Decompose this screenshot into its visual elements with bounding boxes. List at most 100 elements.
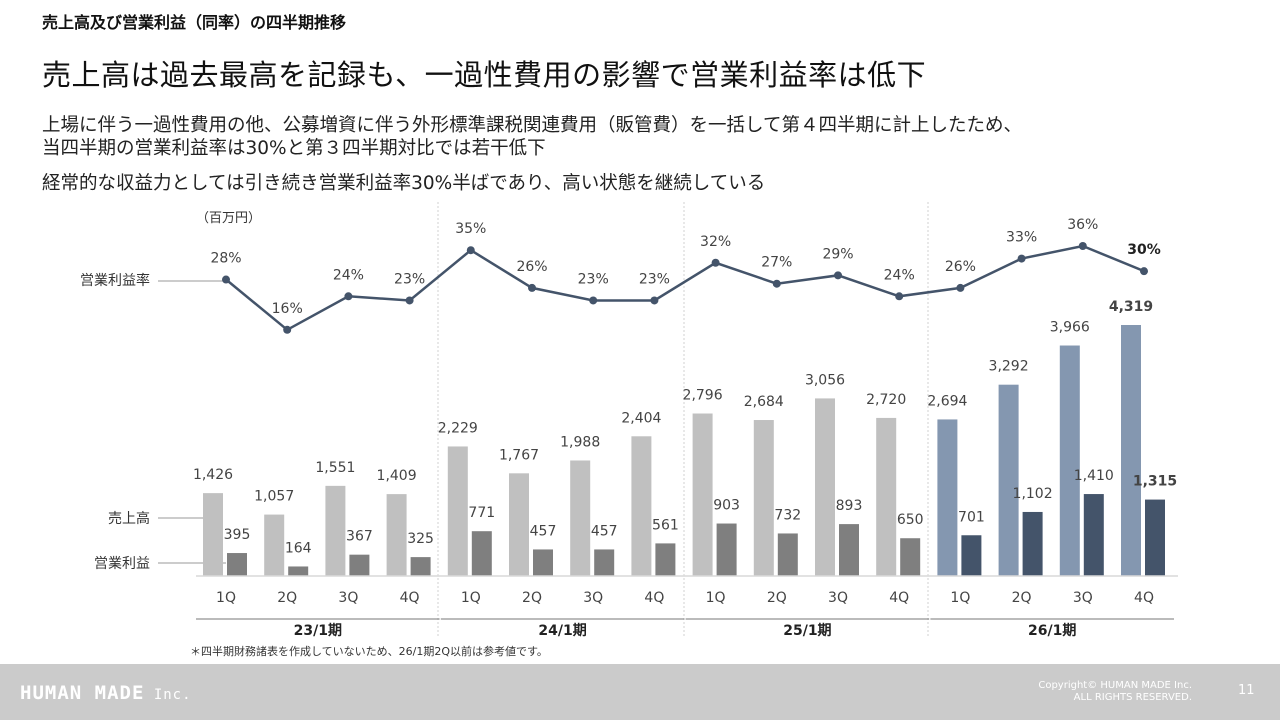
op-bar xyxy=(410,557,431,576)
sales-label: 2,229 xyxy=(438,420,478,436)
op-label: 457 xyxy=(591,523,618,539)
sales-label: 1,551 xyxy=(315,460,355,476)
quarter-tick: 4Q xyxy=(644,590,664,606)
sales-bar xyxy=(1121,325,1141,576)
op-label: 893 xyxy=(836,498,863,514)
quarterly-chart: （百万円） 営業利益率 売上高 営業利益 1,426 395 1Q 1,057 164 2Q 1,5… xyxy=(0,195,1280,665)
copyright-line-2: ALL RIGHTS RESERVED. xyxy=(1073,692,1192,703)
op-label: 457 xyxy=(530,523,557,539)
sales-label: 4,319 xyxy=(1109,299,1153,315)
op-bar xyxy=(533,549,553,576)
margin-label: 35% xyxy=(455,221,486,237)
op-label: 367 xyxy=(346,529,373,545)
quarter-tick: 1Q xyxy=(216,590,236,606)
margin-label: 24% xyxy=(333,267,364,283)
op-label: 164 xyxy=(285,540,312,556)
quarter-tick: 2Q xyxy=(522,590,542,606)
op-bar xyxy=(961,535,982,576)
body-line-3: 経常的な収益力としては引き続き営業利益率30%半ばであり、高い状態を継続している xyxy=(42,173,766,194)
margin-point xyxy=(1017,254,1026,263)
sales-bar xyxy=(937,419,958,576)
op-label: 395 xyxy=(224,527,251,543)
margin-label: 29% xyxy=(822,246,853,262)
section-kicker: 売上高及び営業利益（同率）の四半期推移 xyxy=(42,13,347,32)
op-label: 771 xyxy=(468,505,495,521)
copyright-line-1: Copyright© HUMAN MADE Inc. xyxy=(1038,680,1192,691)
sales-bar xyxy=(509,473,529,576)
margin-point xyxy=(895,292,904,301)
sales-label: 1,057 xyxy=(254,489,294,505)
sales-label: 1,409 xyxy=(377,468,417,484)
company-logo: HUMAN MADE Inc. xyxy=(20,682,192,704)
margin-label: 16% xyxy=(272,301,303,317)
op-label: 1,410 xyxy=(1074,468,1114,484)
sales-label: 1,767 xyxy=(499,447,539,463)
margin-line xyxy=(225,244,1145,332)
quarter-tick: 3Q xyxy=(583,590,603,606)
sales-label: 3,056 xyxy=(805,372,845,388)
op-label: 1,315 xyxy=(1133,474,1177,490)
op-bar xyxy=(227,553,247,576)
sales-label: 1,988 xyxy=(560,434,600,450)
sales-bar xyxy=(570,460,591,576)
margin-point xyxy=(222,275,230,284)
quarter-tick: 3Q xyxy=(828,590,848,606)
margin-label: 28% xyxy=(210,251,241,267)
quarter-tick: 4Q xyxy=(1134,590,1154,606)
margin-point xyxy=(405,296,414,305)
margin-point xyxy=(528,283,536,292)
margin-label: 26% xyxy=(945,259,976,275)
margin-label: 30% xyxy=(1127,242,1161,258)
sales-bar xyxy=(631,436,652,576)
fiscal-year-label: 26/1期 xyxy=(1028,623,1076,639)
op-label: 650 xyxy=(897,512,924,528)
op-label: 701 xyxy=(958,509,985,525)
page-title: 売上高は過去最高を記録も、一過性費用の影響で営業利益率は低下 xyxy=(42,58,927,92)
logo-suffix: Inc. xyxy=(144,687,192,703)
margin-point xyxy=(344,292,353,301)
margin-label: 24% xyxy=(884,267,915,283)
sales-bar xyxy=(1059,345,1080,576)
copyright: Copyright© HUMAN MADE Inc. ALL RIGHTS RE… xyxy=(1020,680,1192,704)
margin-point xyxy=(834,271,842,280)
quarter-tick: 2Q xyxy=(277,590,297,606)
sales-bar xyxy=(203,493,223,576)
sales-label: 2,694 xyxy=(927,393,967,409)
margin-label: 32% xyxy=(700,234,731,250)
margin-point xyxy=(711,258,720,267)
sales-bar xyxy=(447,446,468,576)
op-bar xyxy=(349,554,370,576)
margin-point xyxy=(466,246,475,255)
op-label: 1,102 xyxy=(1013,486,1053,502)
unit-label: （百万円） xyxy=(196,211,261,226)
margin-label: 36% xyxy=(1067,217,1098,233)
sales-label: 2,720 xyxy=(866,392,906,408)
quarter-tick: 2Q xyxy=(767,590,787,606)
quarter-tick: 4Q xyxy=(400,590,420,606)
page-number: 11 xyxy=(1238,683,1255,698)
sales-bar xyxy=(264,514,285,576)
quarter-tick: 1Q xyxy=(461,590,481,606)
footer-bar: HUMAN MADE Inc. Copyright© HUMAN MADE In… xyxy=(0,664,1280,720)
op-bar xyxy=(655,543,676,576)
sales-bar xyxy=(692,413,713,576)
sales-label: 3,292 xyxy=(989,359,1029,375)
fiscal-year-label: 25/1期 xyxy=(783,623,831,639)
quarter-tick: 4Q xyxy=(889,590,909,606)
op-bar xyxy=(594,549,615,576)
op-bar xyxy=(471,531,492,576)
op-bar xyxy=(777,533,798,576)
sales-bar xyxy=(876,417,897,576)
margin-point xyxy=(283,325,292,334)
quarter-tick: 2Q xyxy=(1012,590,1032,606)
sales-bar xyxy=(325,485,346,576)
logo-text: HUMAN MADE xyxy=(20,682,145,704)
quarter-tick: 1Q xyxy=(950,590,970,606)
op-bar xyxy=(288,566,309,576)
sales-bar xyxy=(815,398,835,576)
legend-sales-label: 売上高 xyxy=(108,510,150,527)
margin-label: 33% xyxy=(1006,230,1037,246)
body-line-1: 上場に伴う一過性費用の他、公募増資に伴う外形標準課税関連費用（販管費）を一括して… xyxy=(42,115,1022,136)
margin-point xyxy=(650,296,659,305)
